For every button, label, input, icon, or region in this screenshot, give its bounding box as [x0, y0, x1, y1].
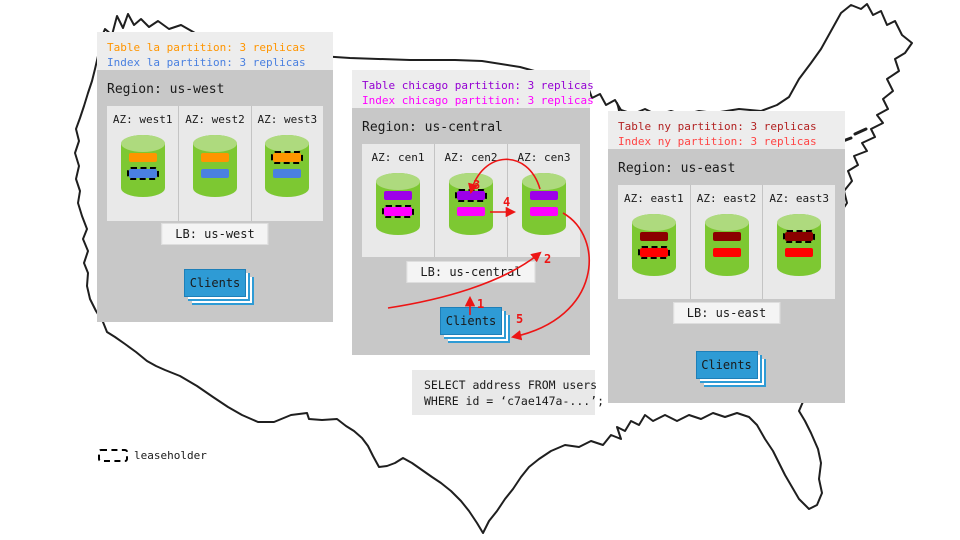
table-partition-replica: [638, 230, 670, 243]
database-node-cylinder: [704, 214, 749, 276]
partition-legend-us-east: Table ny partition: 3 replicas Index ny …: [608, 111, 845, 149]
az-label: AZ: cen1: [371, 151, 425, 164]
replica-bars: [632, 230, 676, 259]
load-balancer: LB: us-east: [672, 302, 781, 324]
load-balancer: LB: us-central: [406, 261, 536, 283]
table-partition-replica: [382, 189, 414, 202]
cylinder-top: [449, 173, 493, 190]
region-title: Region: us-east: [618, 161, 736, 176]
replica-bars: [193, 151, 237, 180]
index-partition-legend: Index la partition: 3 replicas: [107, 56, 306, 69]
region-box: Region: us-east AZ: east1 AZ: east2: [608, 149, 845, 403]
az-label: AZ: west2: [185, 113, 245, 126]
az-panel: AZ: cen1 AZ: cen2: [362, 144, 580, 257]
region-box: Region: us-west AZ: west1 AZ: west2: [97, 70, 333, 322]
az-label: AZ: cen3: [517, 151, 571, 164]
az-label: AZ: west3: [257, 113, 318, 126]
table-partition-replica: [783, 230, 816, 243]
table-partition-replica: [271, 151, 304, 164]
partition-legend-us-central: Table chicago partition: 3 replicas Inde…: [352, 70, 594, 108]
region-title: Region: us-west: [107, 82, 225, 97]
cylinder-top: [192, 135, 237, 152]
index-partition-replica: [271, 167, 303, 180]
index-partition-replica: [382, 205, 414, 218]
az-column: AZ: east1: [618, 185, 691, 299]
cylinder-top: [631, 214, 676, 231]
load-balancer: LB: us-west: [161, 223, 269, 245]
database-node-cylinder: [265, 135, 310, 197]
az-column: AZ: west3: [252, 106, 323, 221]
region-us-central: Table chicago partition: 3 replicas Inde…: [352, 70, 594, 355]
index-partition-replica: [637, 246, 670, 259]
clients-box: Clients: [695, 351, 758, 379]
table-partition-replica: [528, 189, 560, 202]
az-column: AZ: cen1: [362, 144, 435, 257]
leaseholder-swatch-icon: [98, 449, 128, 462]
leaseholder-legend: leaseholder: [98, 449, 207, 462]
cylinder-top: [120, 135, 165, 152]
region-us-west: Table la partition: 3 replicas Index la …: [97, 32, 333, 322]
database-node-cylinder: [522, 173, 566, 235]
replica-bars: [449, 189, 493, 218]
sql-line-1: SELECT address FROM users: [424, 378, 598, 392]
partition-legend-us-west: Table la partition: 3 replicas Index la …: [97, 32, 333, 70]
region-us-east: Table ny partition: 3 replicas Index ny …: [608, 111, 845, 403]
replica-bars: [522, 189, 566, 218]
database-node-cylinder: [192, 135, 237, 197]
leaseholder-label: leaseholder: [134, 449, 207, 462]
index-partition-replica: [199, 167, 231, 180]
cylinder-top: [777, 214, 822, 231]
replica-bars: [376, 189, 420, 218]
cylinder-top: [704, 214, 749, 231]
region-title: Region: us-central: [362, 120, 503, 135]
az-column: AZ: east3: [763, 185, 835, 299]
index-partition-replica: [711, 246, 743, 259]
table-partition-replica: [199, 151, 231, 164]
az-label: AZ: east1: [624, 192, 684, 205]
index-partition-legend: Index chicago partition: 3 replicas: [362, 94, 594, 107]
database-node-cylinder: [120, 135, 165, 197]
index-partition-replica: [126, 167, 159, 180]
az-column: AZ: west1: [107, 106, 180, 221]
cylinder-top: [376, 173, 420, 190]
database-node-cylinder: [376, 173, 420, 235]
cylinder-top: [265, 135, 310, 152]
replica-bars: [705, 230, 749, 259]
az-label: AZ: cen2: [444, 151, 498, 164]
sql-line-2: WHERE id = ‘c7ae147a-...’;: [424, 394, 605, 408]
database-node-cylinder: [449, 173, 493, 235]
replica-bars: [121, 151, 165, 180]
az-column: AZ: cen3: [508, 144, 580, 257]
az-column: AZ: cen2: [435, 144, 508, 257]
az-column: AZ: east2: [691, 185, 764, 299]
table-partition-legend: Table ny partition: 3 replicas: [618, 120, 817, 133]
index-partition-replica: [783, 246, 815, 259]
table-partition-replica: [711, 230, 743, 243]
clients-box: Clients: [184, 269, 246, 297]
table-partition-legend: Table chicago partition: 3 replicas: [362, 79, 594, 92]
sql-query-box: SELECT address FROM users WHERE id = ‘c7…: [412, 370, 605, 415]
az-panel: AZ: east1 AZ: east2: [618, 185, 835, 299]
az-column: AZ: west2: [179, 106, 252, 221]
table-partition-legend: Table la partition: 3 replicas: [107, 41, 306, 54]
index-partition-replica: [455, 205, 487, 218]
index-partition-legend: Index ny partition: 3 replicas: [618, 135, 817, 148]
az-label: AZ: west1: [112, 113, 173, 126]
clients-box: Clients: [440, 307, 502, 335]
replica-bars: [265, 151, 309, 180]
region-box: Region: us-central AZ: cen1 AZ: cen2: [352, 108, 590, 355]
az-panel: AZ: west1 AZ: west2: [107, 106, 323, 221]
cylinder-top: [522, 173, 566, 190]
table-partition-replica: [455, 189, 487, 202]
replica-bars: [777, 230, 821, 259]
az-label: AZ: east3: [769, 192, 829, 205]
table-partition-replica: [127, 151, 159, 164]
index-partition-replica: [528, 205, 560, 218]
az-label: AZ: east2: [696, 192, 757, 205]
database-node-cylinder: [777, 214, 822, 276]
database-node-cylinder: [631, 214, 676, 276]
